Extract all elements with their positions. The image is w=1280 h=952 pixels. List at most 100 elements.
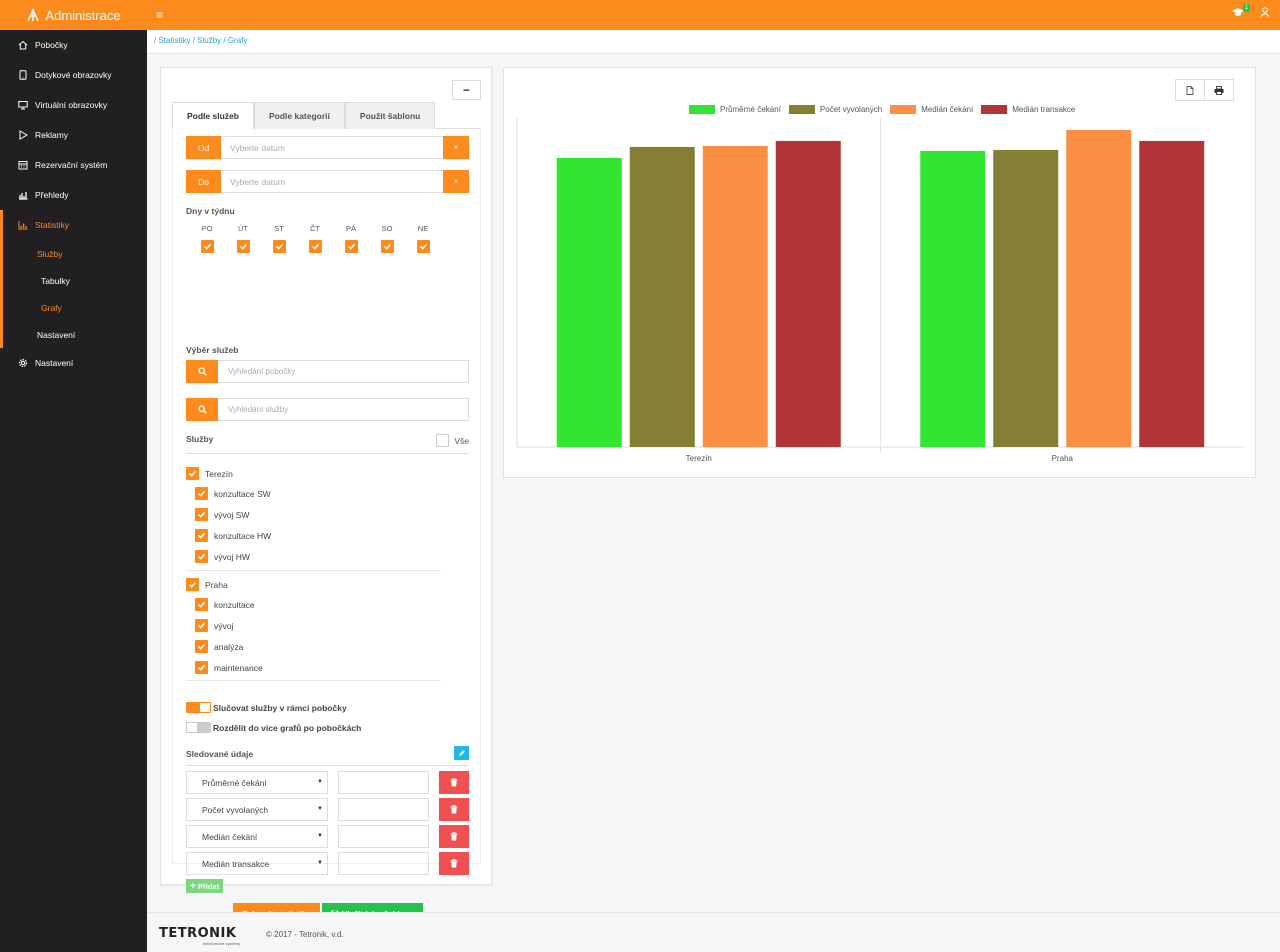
chart-bar[interactable] <box>993 149 1059 447</box>
delete-tracked-button[interactable] <box>439 798 469 821</box>
sidebar-item-reklamy[interactable]: Reklamy <box>0 120 147 150</box>
legend-swatch <box>689 105 715 114</box>
date-from-input[interactable]: Vyberte datum <box>221 136 443 159</box>
sidebar-item-nastaveni[interactable]: Nastavení <box>0 348 147 378</box>
tracked-color-input[interactable] <box>338 771 429 794</box>
sidebar-item-virtualni-obrazovky[interactable]: Virtuální obrazovky <box>0 90 147 120</box>
date-to-input[interactable]: Vyberte datum <box>221 170 443 193</box>
add-tracked-button[interactable]: + Přidat <box>186 879 224 893</box>
service-search-input[interactable]: Vyhledání služby <box>218 398 469 421</box>
menu-toggle-icon[interactable]: ≡ <box>156 8 164 22</box>
breadcrumb-grafy[interactable]: / Grafy <box>223 36 248 45</box>
services-title: Výběr služeb <box>186 345 239 355</box>
chart-bar[interactable] <box>1066 129 1132 447</box>
tracked-color-input[interactable] <box>338 798 429 821</box>
tracked-metric-select[interactable]: Počet vyvolaných ▼ <box>186 798 328 821</box>
tracked-metric-select[interactable]: Medián transakce ▼ <box>186 852 328 875</box>
service-checkbox[interactable] <box>195 640 208 653</box>
service-item[interactable]: vývoj <box>195 619 233 632</box>
notifications-button[interactable]: 1 <box>1232 4 1251 19</box>
service-checkbox[interactable] <box>195 598 208 611</box>
sidebar-subitem-tabulky[interactable]: Tabulky <box>3 267 147 294</box>
service-checkbox[interactable] <box>195 487 208 500</box>
branch-praha[interactable]: Praha <box>186 578 228 591</box>
service-checkbox[interactable] <box>195 661 208 674</box>
service-checkbox[interactable] <box>195 529 208 542</box>
sidebar-subitem-nastaveni[interactable]: Nastavení <box>3 321 147 348</box>
tracked-metric-select[interactable]: Medián čekání ▼ <box>186 825 328 848</box>
chart-bar[interactable] <box>629 146 695 447</box>
date-from-label: Od <box>186 136 221 159</box>
legend-item[interactable]: Medián transakce <box>981 105 1075 114</box>
split-charts-label: Rozdělit do více grafů po pobočkách <box>213 722 362 733</box>
tracked-metric-value: Medián transakce <box>202 858 270 869</box>
day-label: ÚT <box>238 224 248 233</box>
branch-checkbox[interactable] <box>186 467 199 480</box>
chart-bar[interactable] <box>775 140 841 447</box>
service-checkbox[interactable] <box>195 619 208 632</box>
chart-bar[interactable] <box>556 157 622 447</box>
delete-tracked-button[interactable] <box>439 852 469 875</box>
branch-checkbox[interactable] <box>186 578 199 591</box>
service-item[interactable]: konzultace <box>195 598 255 611</box>
tab-podle-sluzeb[interactable]: Podle služeb <box>172 102 254 129</box>
service-item[interactable]: analýza <box>195 640 243 653</box>
day-checkbox[interactable] <box>200 240 214 253</box>
delete-tracked-button[interactable] <box>439 825 469 848</box>
date-to-clear-button[interactable]: × <box>443 170 469 193</box>
edit-tracked-button[interactable] <box>454 746 469 760</box>
day-checkbox[interactable] <box>272 240 286 253</box>
chart-bar[interactable] <box>1139 140 1205 447</box>
split-charts-toggle[interactable] <box>186 722 211 733</box>
service-item[interactable]: maintenance <box>195 661 263 674</box>
day-checkbox[interactable] <box>344 240 358 253</box>
sidebar-item-dotykove-obrazovky[interactable]: Dotykové obrazovky <box>0 60 147 90</box>
sidebar-item-statistiky[interactable]: Statistiky <box>0 210 147 240</box>
legend-item[interactable]: Průměrné čekání <box>689 105 781 114</box>
select-all-checkbox[interactable] <box>436 434 450 447</box>
chart-bar[interactable] <box>920 150 986 447</box>
print-button[interactable] <box>1204 79 1234 101</box>
select-all[interactable]: Vše <box>436 434 469 447</box>
branch-search-button[interactable] <box>186 360 218 383</box>
tab-pouzit-sablonu[interactable]: Použít šablonu <box>344 102 436 129</box>
branch-search-input[interactable]: Vyhledání pobočky <box>218 360 469 383</box>
chart-bar[interactable] <box>702 145 768 447</box>
date-from-clear-button[interactable]: × <box>443 136 469 159</box>
service-item[interactable]: vývoj SW <box>195 508 249 521</box>
service-item[interactable]: konzultace HW <box>195 529 271 542</box>
check-icon <box>197 601 206 608</box>
merge-services-toggle[interactable] <box>186 702 211 713</box>
legend-item[interactable]: Počet vyvolaných <box>788 105 882 114</box>
service-checkbox[interactable] <box>195 550 208 563</box>
day-checkbox[interactable] <box>416 240 430 253</box>
tab-podle-kategorii[interactable]: Podle kategorií <box>253 102 345 129</box>
sidebar-item-pobocky[interactable]: Pobočky <box>0 30 147 60</box>
service-label: konzultace <box>214 599 255 610</box>
collapse-button[interactable]: − <box>452 80 481 100</box>
day-checkbox[interactable] <box>308 240 322 253</box>
legend-item[interactable]: Medián čekání <box>890 105 973 114</box>
sidebar-item-rezervacni-system[interactable]: Rezervační systém <box>0 150 147 180</box>
service-item[interactable]: vývoj HW <box>195 550 250 563</box>
sidebar-subitem-grafy[interactable]: Grafy <box>3 294 147 321</box>
tracked-metric-select[interactable]: Průměrné čekání ▼ <box>186 771 328 794</box>
breadcrumb-sluzby[interactable]: / Služby <box>192 36 222 45</box>
tracked-color-input[interactable] <box>338 852 429 875</box>
check-icon <box>275 243 283 250</box>
service-checkbox[interactable] <box>195 508 208 521</box>
sidebar-subitem-sluzby[interactable]: Služby <box>3 240 147 267</box>
tracked-color-input[interactable] <box>338 825 429 848</box>
user-icon <box>1260 7 1270 17</box>
brand[interactable]: Administrace <box>0 0 147 30</box>
branch-terezin[interactable]: Terezín <box>186 467 233 480</box>
days-title: Dny v týdnu <box>186 206 235 216</box>
breadcrumb-statistiky[interactable]: / Statistiky <box>154 36 191 45</box>
user-button[interactable] <box>1260 7 1270 19</box>
service-item[interactable]: konzultace SW <box>195 487 271 500</box>
delete-tracked-button[interactable] <box>439 771 469 794</box>
service-search-button[interactable] <box>186 398 218 421</box>
sidebar-item-prehledy[interactable]: Přehledy <box>0 180 147 210</box>
day-checkbox[interactable] <box>380 240 394 253</box>
day-checkbox[interactable] <box>236 240 250 253</box>
